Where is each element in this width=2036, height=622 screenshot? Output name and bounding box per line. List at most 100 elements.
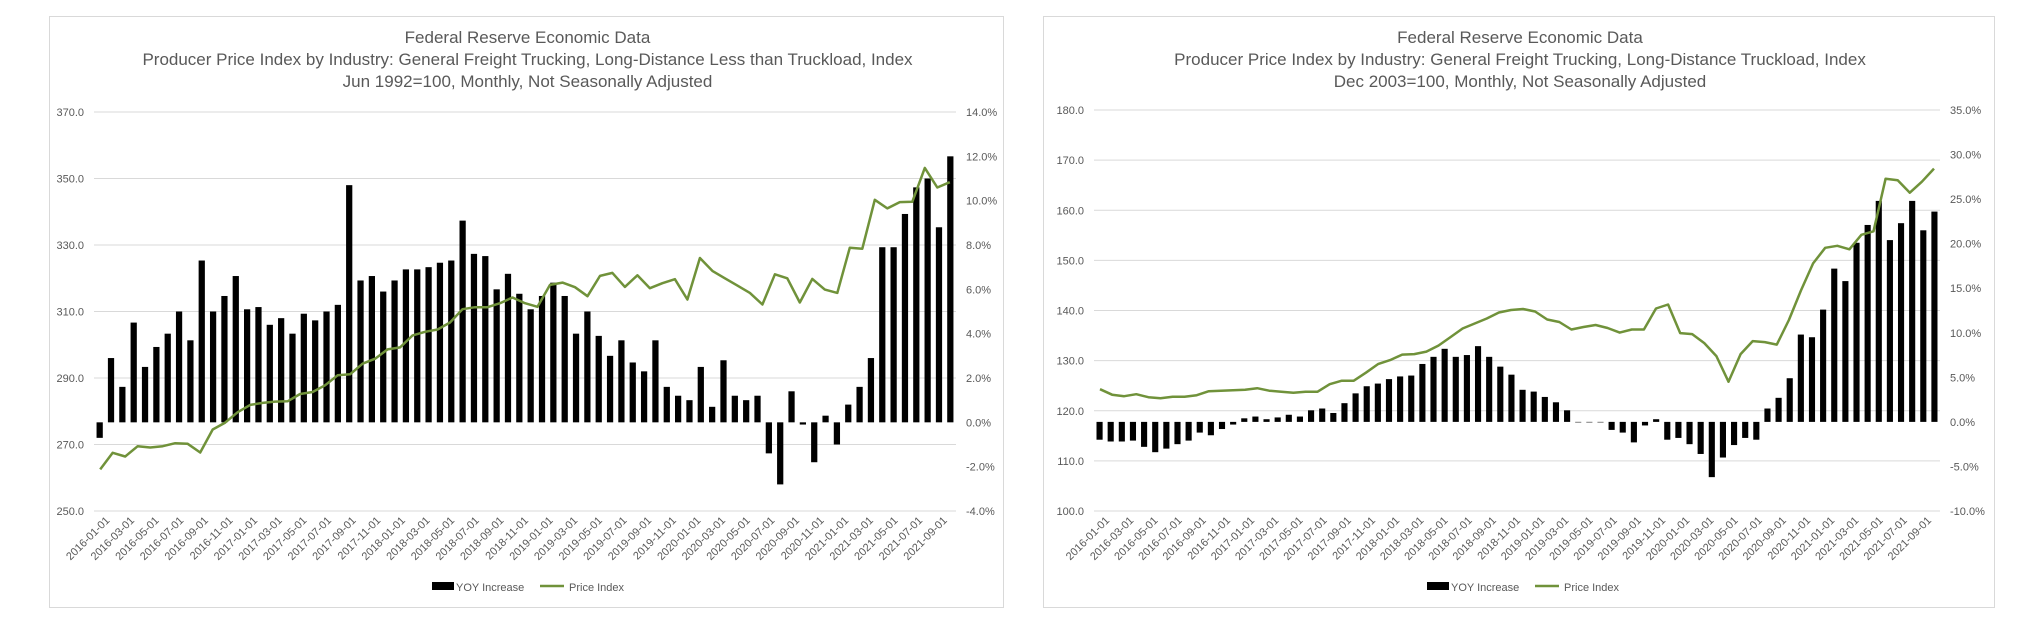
yoy-bar xyxy=(402,269,410,423)
yoy-bar xyxy=(1408,375,1415,422)
yoy-bar xyxy=(652,340,659,423)
yoy-bar xyxy=(1241,418,1248,422)
y-left-tick-label: 330.0 xyxy=(56,240,84,252)
yoy-bar xyxy=(1653,419,1660,422)
yoy-bar xyxy=(175,311,183,423)
yoy-bar xyxy=(1541,396,1548,422)
y-right-tick-label: -5.0% xyxy=(1950,461,1979,473)
yoy-bar xyxy=(1608,421,1615,430)
yoy-bar xyxy=(459,220,466,423)
yoy-bar xyxy=(697,366,704,423)
yoy-bar xyxy=(743,400,750,423)
yoy-bar xyxy=(924,178,931,423)
yoy-bar xyxy=(357,280,364,423)
yoy-bar xyxy=(1397,376,1404,422)
y-right-tick-label: 6.0% xyxy=(966,284,991,296)
y-right-tick-label: 10.0% xyxy=(966,196,997,208)
yoy-bar xyxy=(1931,211,1938,422)
yoy-bar xyxy=(187,340,194,423)
yoy-bar xyxy=(561,295,568,423)
yoy-bar xyxy=(368,276,376,423)
yoy-bar xyxy=(754,395,761,423)
chart-ltl: Federal Reserve Economic Data Producer Pr… xyxy=(56,28,997,594)
yoy-bar xyxy=(1118,421,1125,442)
yoy-bar xyxy=(436,262,444,423)
yoy-bar xyxy=(1575,421,1582,423)
yoy-bar xyxy=(1296,416,1303,422)
yoy-bar xyxy=(1675,421,1682,438)
y-right-tick-label: 20.0% xyxy=(1950,239,1981,251)
yoy-bar xyxy=(1530,391,1537,422)
yoy-bar xyxy=(901,213,909,423)
yoy-bar xyxy=(300,313,307,423)
yoy-bar xyxy=(1341,403,1348,422)
y-right-tick-label: 35.0% xyxy=(1950,105,1981,117)
yoy-bar xyxy=(1909,200,1916,422)
yoy-bar xyxy=(1719,421,1726,458)
yoy-bar xyxy=(663,386,670,423)
yoy-bar xyxy=(516,293,523,423)
yoy-bar xyxy=(1385,379,1393,422)
yoy-bar xyxy=(1753,421,1760,440)
yoy-bar xyxy=(799,422,807,425)
y-right-tick-label: -4.0% xyxy=(966,506,995,518)
yoy-bar xyxy=(1630,421,1637,443)
yoy-bar xyxy=(1419,363,1426,422)
yoy-bar xyxy=(1731,421,1738,446)
yoy-bar xyxy=(107,358,115,423)
yoy-bar xyxy=(1552,402,1560,422)
yoy-bar xyxy=(119,386,126,423)
yoy-bar xyxy=(1230,421,1237,425)
chart-title-line-1: Producer Price Index by Industry: Genera… xyxy=(142,50,913,69)
yoy-bar xyxy=(1831,268,1838,422)
yoy-bar xyxy=(221,295,228,423)
y-left-tick-label: 250.0 xyxy=(56,506,84,518)
yoy-bar xyxy=(1786,378,1793,422)
yoy-bar xyxy=(1163,421,1170,449)
price-index-line xyxy=(1099,167,1935,400)
yoy-bar xyxy=(947,156,954,423)
y-right-tick-label: 10.0% xyxy=(1950,328,1981,340)
yoy-bar xyxy=(1641,421,1649,426)
yoy-bar xyxy=(1564,410,1571,422)
yoy-bar xyxy=(1764,408,1771,422)
y-right-tick-label: 0.0% xyxy=(1950,417,1975,429)
yoy-bar xyxy=(1196,421,1203,433)
yoy-bar xyxy=(1820,309,1827,422)
yoy-bar xyxy=(1430,356,1437,422)
yoy-bar xyxy=(1664,421,1671,440)
yoy-bar xyxy=(629,362,636,423)
yoy-bar xyxy=(550,282,557,423)
yoy-bar xyxy=(1096,421,1103,440)
yoy-bar xyxy=(232,276,239,423)
yoy-bar xyxy=(414,269,421,423)
yoy-bar xyxy=(777,422,784,485)
yoy-bar xyxy=(1441,348,1448,422)
yoy-bar xyxy=(1597,421,1604,423)
yoy-bar xyxy=(584,311,591,423)
legend-label-price: Price Index xyxy=(569,582,625,594)
yoy-bar xyxy=(686,400,693,423)
y-left-tick-label: 170.0 xyxy=(1056,155,1084,167)
y-left-tick-label: 150.0 xyxy=(1056,255,1084,267)
yoy-bar xyxy=(640,371,648,423)
yoy-bar xyxy=(527,309,534,423)
y-right-tick-label: 25.0% xyxy=(1950,194,1981,206)
yoy-bar xyxy=(1463,355,1470,422)
y-left-tick-label: 180.0 xyxy=(1056,105,1084,117)
yoy-bar xyxy=(822,415,829,423)
yoy-bar xyxy=(504,273,512,423)
legend-swatch-yoy xyxy=(1427,582,1449,590)
yoy-bar xyxy=(811,422,818,463)
yoy-bar xyxy=(1875,200,1882,422)
yoy-bar xyxy=(198,260,205,423)
yoy-bar xyxy=(1107,421,1114,442)
yoy-bar xyxy=(1864,224,1871,422)
yoy-bar xyxy=(141,366,149,423)
y-right-tick-label: 8.0% xyxy=(966,240,991,252)
chart-title-line-2: Jun 1992=100, Monthly, Not Seasonally Ad… xyxy=(343,72,713,91)
yoy-bar xyxy=(1775,397,1782,422)
yoy-bar xyxy=(538,295,546,423)
y-left-tick-label: 130.0 xyxy=(1056,356,1084,368)
yoy-bar xyxy=(209,311,217,423)
